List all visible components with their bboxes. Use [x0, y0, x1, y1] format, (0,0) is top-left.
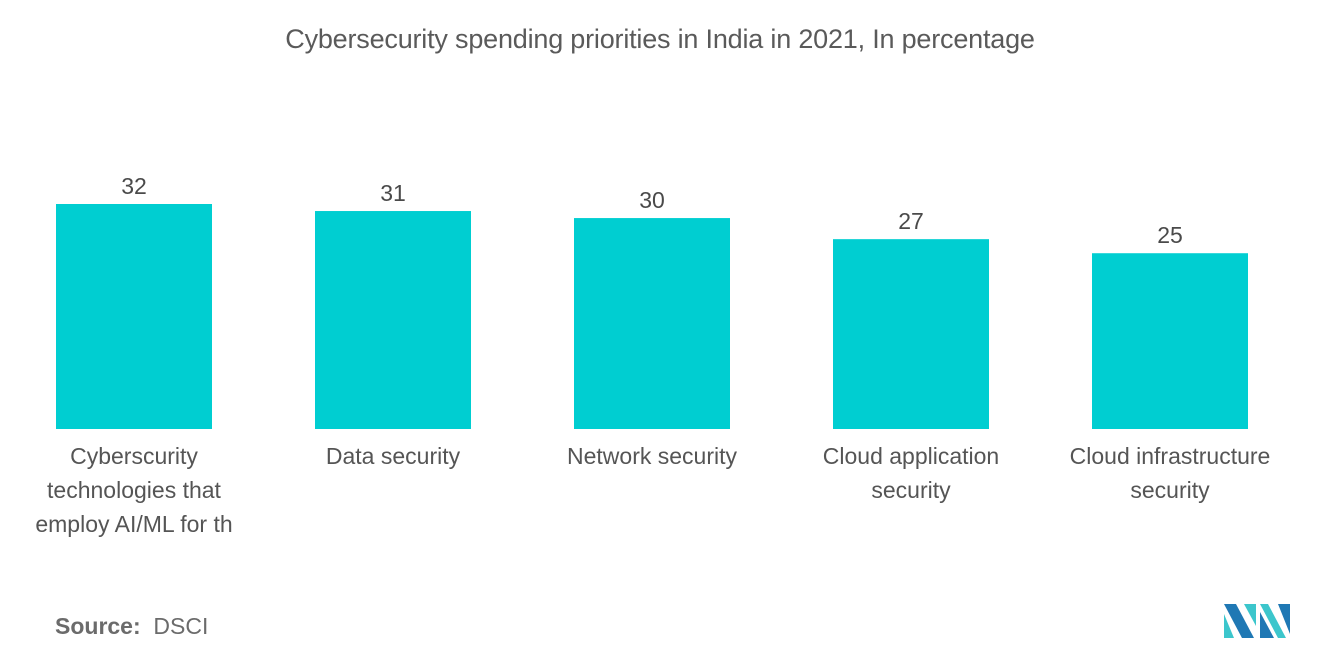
category-label-5: Cloud infrastructure security: [1050, 439, 1290, 507]
bar-3: [574, 218, 730, 429]
data-label-4: 27: [898, 208, 924, 234]
bar-5: [1092, 253, 1248, 429]
category-label-line: Cloud application: [822, 443, 1000, 469]
source-note: Source: DSCI: [55, 613, 208, 640]
category-label-line: Data security: [325, 443, 461, 469]
category-label-line: Cloud infrastructure: [1069, 443, 1271, 469]
category-label-line: Cyberscurity: [70, 443, 198, 469]
category-label-line: Network security: [567, 443, 737, 469]
logo-icon: [1224, 604, 1290, 638]
category-label-line: technologies that: [47, 477, 221, 503]
data-label-3: 30: [639, 187, 665, 213]
bar-2: [315, 211, 471, 429]
category-label-line: security: [1130, 477, 1210, 503]
category-label-line: employ AI/ML for th: [35, 511, 233, 537]
bar-1: [56, 204, 212, 429]
data-label-2: 31: [380, 180, 406, 206]
data-label-1: 32: [121, 173, 147, 199]
category-label-1: Cyberscurity technologies that employ AI/M…: [14, 439, 254, 541]
source-value: DSCI: [153, 613, 209, 639]
category-label-3: Network security: [532, 439, 772, 473]
chart-title: Cybersecurity spending priorities in Ind…: [285, 24, 1035, 54]
category-label-2: Data security: [273, 439, 513, 473]
data-label-5: 25: [1157, 222, 1183, 248]
category-label-line: security: [871, 477, 951, 503]
bar-4: [833, 239, 989, 429]
source-label: Source:: [55, 613, 141, 639]
category-label-4: Cloud application security: [791, 439, 1031, 507]
